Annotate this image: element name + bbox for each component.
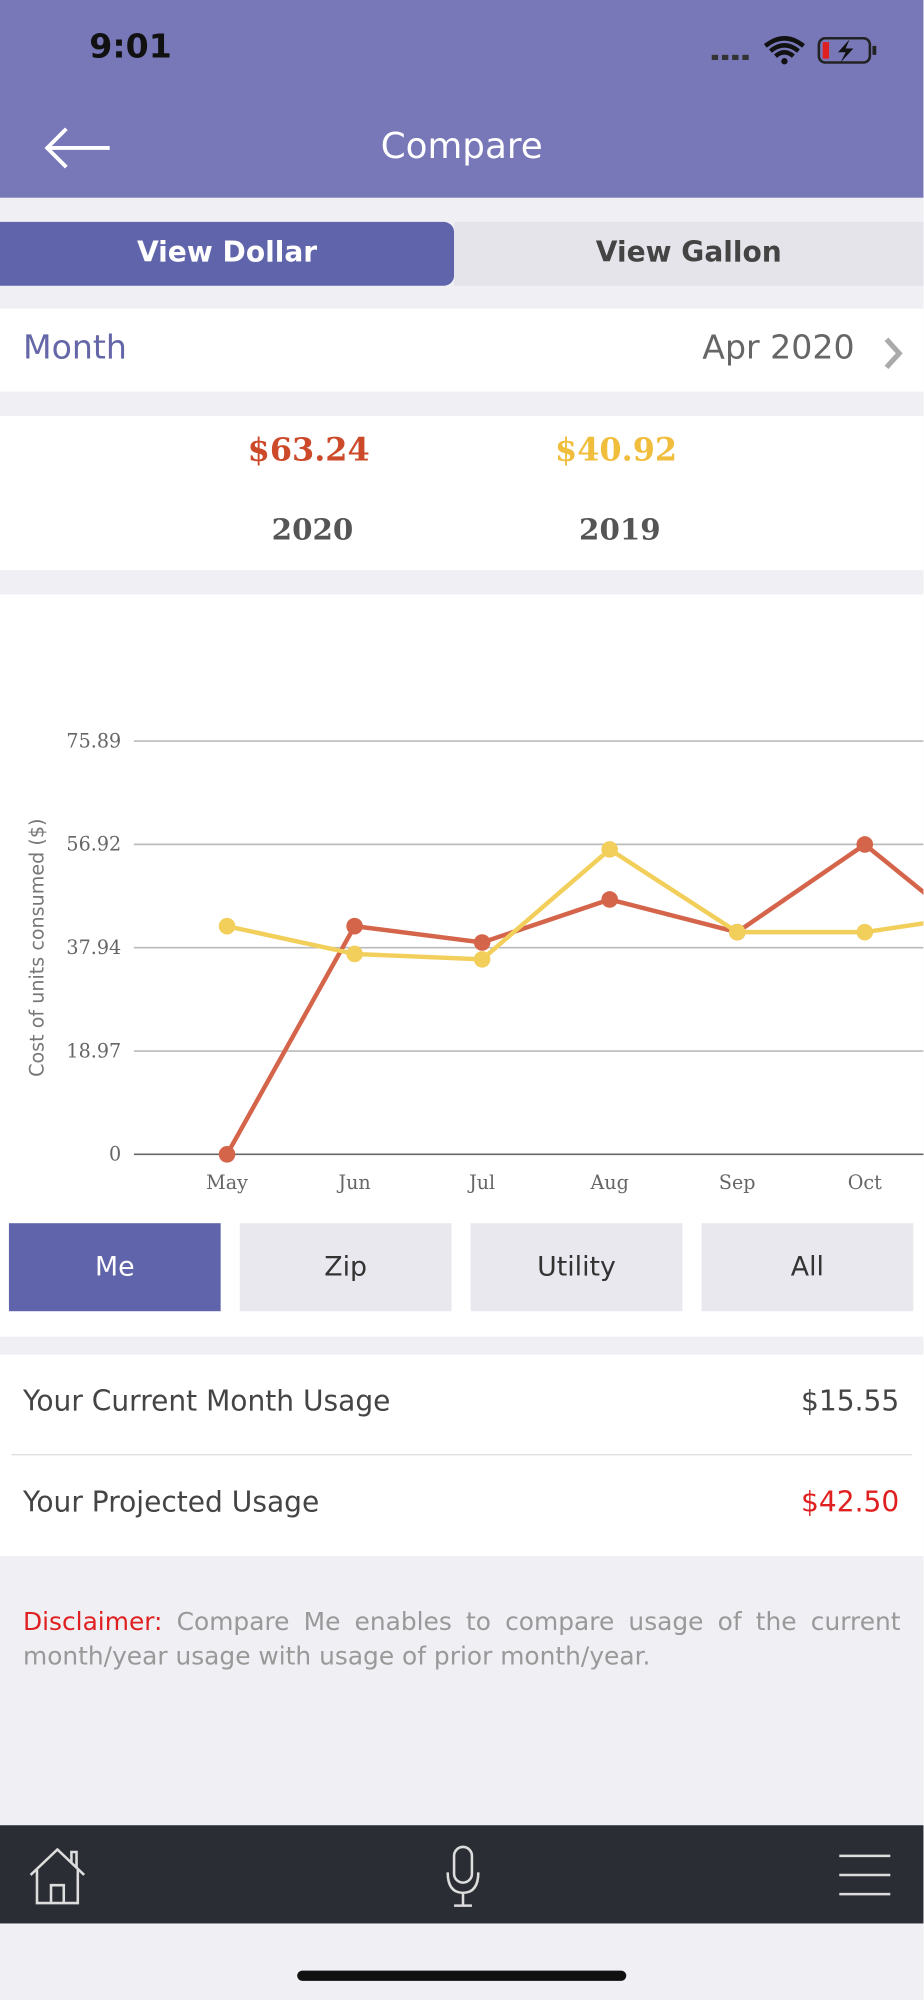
data-point [218,917,236,935]
usage-label: Your Projected Usage [22,1487,320,1520]
x-tick-label: Aug [590,1171,629,1194]
usage-label: Your Current Month Usage [22,1386,391,1419]
data-point [346,945,363,963]
year: 2020 [271,512,354,548]
y-tick-label: 18.97 [66,1039,121,1062]
data-point [601,841,618,858]
data-point [473,951,491,968]
data-point [856,923,874,941]
x-tick-label: Jul [467,1171,495,1194]
data-point [473,934,491,951]
x-tick-label: Oct [848,1171,882,1194]
status-time: 9:01 [89,28,172,67]
data-point [346,917,363,935]
x-tick-label: Sep [719,1171,756,1194]
x-tick-label: May [206,1171,248,1194]
series-line [226,846,924,962]
amount: $40.92 [555,431,678,469]
tab-bar [0,1825,924,1924]
menu-icon[interactable] [837,1852,893,1898]
y-tick-label: 56.92 [66,833,121,856]
y-tick-label: 75.89 [66,729,121,752]
filter-button[interactable]: Utility [470,1223,683,1312]
month-row[interactable] [0,308,924,392]
x-tick-label: Jun [336,1171,370,1194]
month-value: Apr 2020 [702,329,855,368]
year: 2019 [579,512,661,548]
usage-value: $42.50 [801,1487,900,1520]
status-icons [711,36,877,65]
chart-panel [0,594,924,1337]
mic-icon[interactable] [444,1844,482,1908]
y-tick-label: 0 [109,1143,121,1166]
disclaimer-text: Compare Me enables to compare usage of t… [22,1607,901,1671]
amount: $63.24 [247,431,370,469]
series-line [225,841,924,1156]
data-point [601,891,618,908]
home-icon[interactable] [26,1844,90,1908]
tab[interactable]: View Gallon [454,221,924,286]
y-tick-label: 37.94 [66,936,121,959]
month-label: Month [22,329,127,368]
header-title: Compare [380,124,543,168]
filter-button[interactable]: Me [8,1223,221,1312]
data-point [728,923,746,941]
data-point [856,836,874,853]
disclaimer: Disclaimer: Compare Me enables to compar… [23,1605,901,1674]
divider [11,1454,912,1456]
back-arrow[interactable] [43,125,114,171]
tab[interactable]: View Dollar [0,221,455,286]
filter-button[interactable]: Zip [239,1223,452,1312]
home-indicator [297,1970,627,1981]
filter-button[interactable]: All [701,1223,914,1312]
chevron [884,337,903,370]
usage-value: $15.55 [801,1386,900,1419]
chart: Cost of units consumed ($) 0 18.97 37.94 56.… [25,729,924,1194]
usage-panel [0,1354,924,1557]
data-point [218,1146,236,1163]
y-axis-label: Cost of units consumed ($) [25,819,48,1077]
disclaimer-label: Disclaimer: [22,1607,163,1637]
summary [0,415,924,571]
header [0,0,924,198]
